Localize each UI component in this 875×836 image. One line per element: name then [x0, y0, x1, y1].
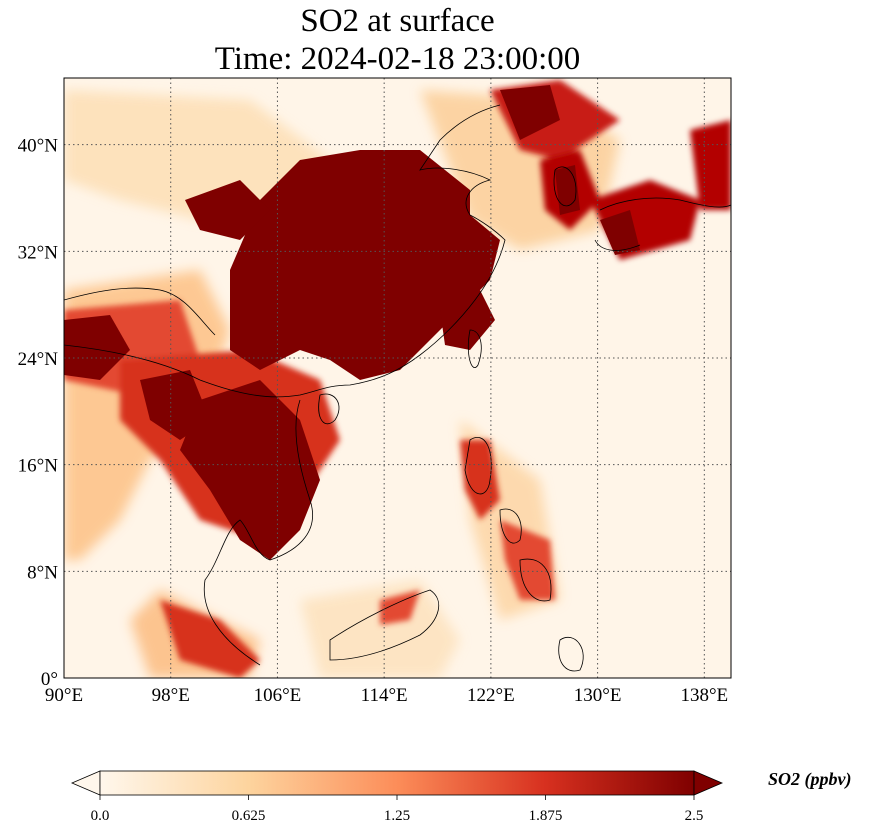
lon-tick-label: 114°E — [361, 685, 408, 706]
lon-tick-label: 106°E — [254, 685, 302, 706]
colorbar-label: SO2 (ppbv) — [768, 769, 852, 789]
coastlines — [64, 104, 731, 672]
lat-tick-label: 0° — [41, 669, 58, 690]
colorbar-extend-low — [70, 770, 101, 796]
map-title-line1: SO2 at surface — [300, 3, 495, 39]
colorbar: 0.0 0.625 1.25 1.875 2.5 — [70, 770, 724, 824]
colorbar-tick-label: 0.0 — [91, 808, 110, 824]
colorbar-extend-high — [693, 770, 724, 796]
colorbar-tick-label: 2.5 — [685, 808, 704, 824]
lon-tick-label: 138°E — [680, 685, 728, 706]
map-frame — [63, 77, 732, 679]
lon-tick-label: 90°E — [45, 685, 83, 706]
lon-axis-labels: 90°E 98°E 106°E 114°E 122°E 130°E 138°E — [45, 685, 728, 706]
colorbar-tick-label: 0.625 — [232, 808, 266, 824]
colorbar-gradient — [99, 770, 695, 796]
so2-field — [64, 78, 731, 678]
gridlines — [64, 78, 731, 678]
lat-axis-labels: 0° 8°N 16°N 24°N 32°N 40°N — [18, 136, 59, 690]
lat-tick-label: 8°N — [27, 562, 58, 583]
lat-tick-label: 40°N — [18, 136, 59, 157]
lon-tick-label: 122°E — [467, 685, 515, 706]
colorbar-tick-label: 1.875 — [529, 808, 563, 824]
map-title-line2: Time: 2024-02-18 23:00:00 — [214, 41, 581, 77]
colorbar-tick-label: 1.25 — [384, 808, 410, 824]
lon-tick-label: 130°E — [574, 685, 622, 706]
lat-tick-label: 24°N — [18, 349, 59, 370]
lon-tick-label: 98°E — [152, 685, 190, 706]
lat-tick-label: 16°N — [18, 456, 59, 477]
lat-tick-label: 32°N — [18, 242, 59, 263]
